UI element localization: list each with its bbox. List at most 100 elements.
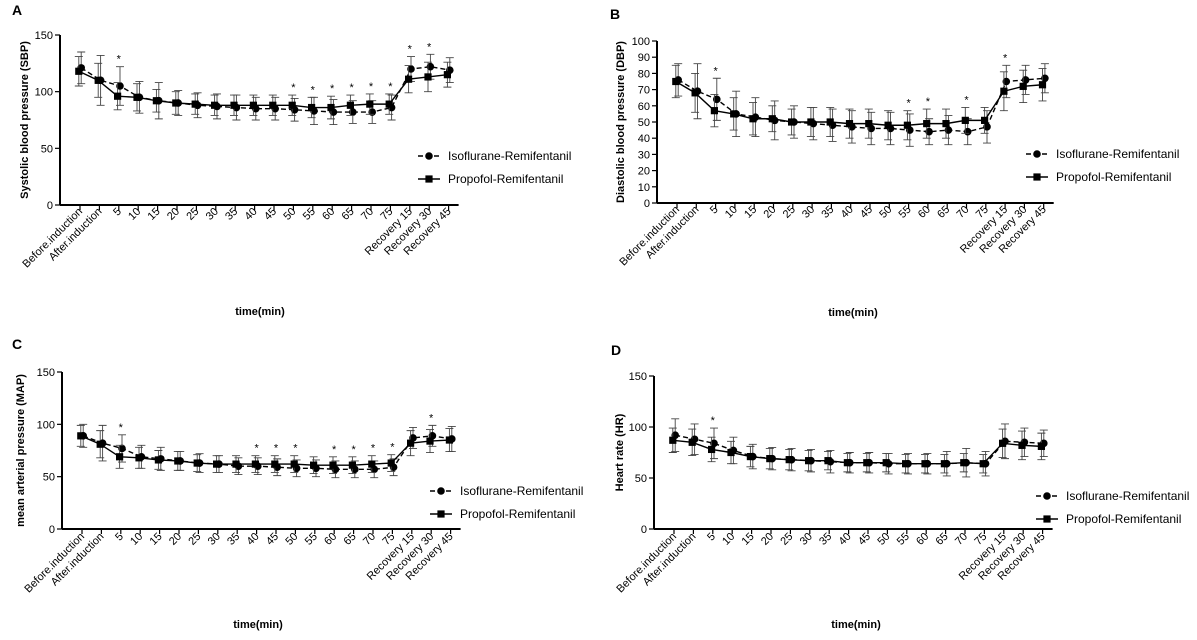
data-point (251, 460, 259, 468)
data-point (688, 438, 696, 446)
data-point (77, 432, 85, 440)
data-point (232, 460, 240, 468)
legend: Isoflurane-Remifentanil Propofol-Remifent… (430, 484, 583, 521)
y-axis-title: Diastolic blood pressure (DBP) (615, 41, 627, 203)
x-tick-label: 20 (759, 531, 776, 548)
x-tick-label: 50 (875, 531, 892, 548)
data-point (785, 456, 793, 464)
y-axis-title: Heart rate (HR) (614, 413, 626, 491)
data-point (1000, 87, 1008, 95)
data-point (713, 95, 721, 104)
data-point (845, 120, 854, 128)
legend: Isoflurane-Remifentanil Propofol-Remifent… (418, 149, 571, 186)
x-tick-label: 15 (740, 531, 757, 548)
y-tick-label: 100 (629, 422, 647, 434)
chart-panel-d: 050100150Before.inductionAfter.induction… (614, 371, 1189, 631)
x-tick-label: 20 (167, 531, 184, 548)
x-axis-title: time(min) (831, 619, 881, 631)
data-point (672, 77, 680, 86)
chart-panel-b: 0102030405060708090100Before.inductionAf… (615, 36, 1179, 319)
series-isoflurane (674, 63, 1049, 147)
x-tick-label: 10 (128, 531, 145, 548)
data-point (133, 93, 141, 101)
data-point (749, 115, 757, 123)
x-tick-label: 30 (206, 531, 223, 548)
x-tick-label: 65 (935, 204, 952, 221)
data-point (999, 439, 1007, 447)
data-point (152, 97, 160, 105)
legend-marker (1043, 515, 1051, 523)
data-point (727, 448, 735, 457)
x-tick-label: 40 (839, 204, 856, 221)
x-tick-label: 35 (817, 531, 834, 548)
x-tick-label: 60 (914, 531, 931, 548)
data-point (1038, 81, 1047, 89)
significance-marker: * (254, 443, 259, 455)
x-tick-label: 5 (708, 204, 721, 217)
y-tick-label: 20 (638, 166, 650, 178)
legend-label: Propofol-Remifentanil (460, 507, 575, 521)
significance-marker: * (291, 82, 296, 94)
x-tick-label: 70 (359, 206, 376, 223)
legend-label: Isoflurane-Remifentanil (448, 149, 571, 163)
series-propofol (668, 427, 1046, 474)
legend-marker (437, 510, 445, 518)
significance-marker: * (390, 442, 395, 454)
data-point (154, 456, 162, 464)
legend-label: Propofol-Remifentanil (1066, 512, 1181, 526)
data-point (96, 440, 104, 448)
data-point (865, 120, 873, 128)
data-point (961, 116, 969, 124)
x-tick-label: 55 (301, 206, 318, 223)
significance-marker: * (311, 84, 316, 96)
data-point (405, 75, 413, 83)
y-tick-label: 100 (37, 419, 55, 431)
legend-marker (425, 152, 433, 160)
significance-marker: * (349, 82, 354, 94)
y-tick-label: 40 (638, 133, 650, 145)
x-tick-label: 55 (895, 531, 912, 548)
y-tick-label: 50 (635, 473, 647, 485)
x-tick-label: 50 (283, 531, 300, 548)
legend: Isoflurane-Remifentanil Propofol-Remifent… (1026, 147, 1179, 184)
y-tick-label: 80 (638, 68, 650, 80)
data-point (114, 92, 122, 100)
data-point (407, 439, 415, 447)
significance-marker: * (119, 422, 124, 434)
data-point (903, 121, 911, 129)
data-point (884, 121, 892, 129)
y-axis-title: Systolic blood pressure (SBP) (19, 41, 31, 199)
x-tick-label: 25 (186, 531, 203, 548)
data-point (944, 126, 953, 134)
y-tick-label: 50 (43, 472, 55, 484)
data-point (230, 101, 238, 109)
data-point (407, 65, 415, 73)
x-tick-label: 5 (705, 531, 718, 544)
y-tick-label: 150 (35, 30, 53, 42)
y-tick-label: 90 (638, 52, 650, 64)
legend-label: Propofol-Remifentanil (1056, 170, 1171, 184)
data-point (366, 100, 374, 108)
significance-marker: * (964, 94, 969, 106)
data-point (979, 460, 987, 468)
x-tick-label: 55 (897, 204, 914, 221)
x-tick-label: 65 (340, 206, 357, 223)
data-point (710, 439, 718, 448)
data-point (824, 457, 832, 465)
data-point (290, 460, 298, 468)
data-point (730, 110, 738, 118)
legend-marker (1043, 492, 1051, 500)
x-tick-label: 70 (954, 204, 971, 221)
x-tick-label: 15 (742, 204, 759, 221)
data-point (921, 460, 929, 468)
significance-marker: * (408, 44, 413, 56)
x-tick-label: 45 (262, 206, 279, 223)
data-point (116, 82, 124, 90)
x-tick-label: 45 (264, 531, 281, 548)
x-tick-label: 15 (146, 206, 163, 223)
significance-marker: * (427, 41, 432, 53)
data-point (1002, 77, 1011, 86)
series-propofol (671, 64, 1047, 141)
y-tick-label: 0 (641, 524, 647, 536)
